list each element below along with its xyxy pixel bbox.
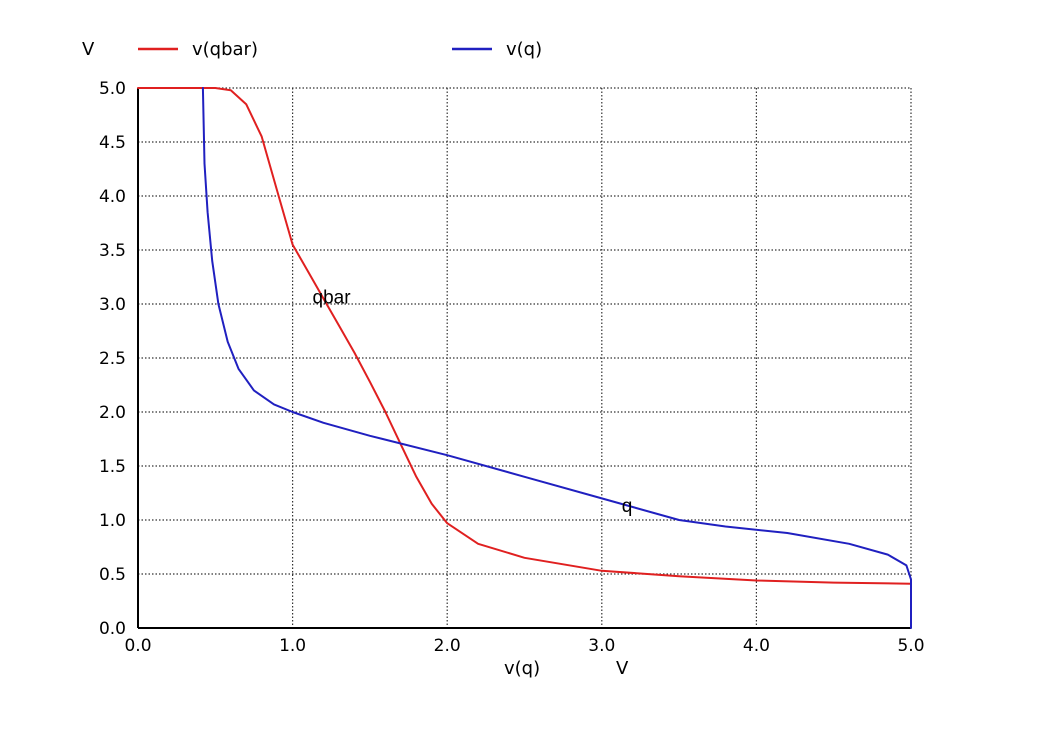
y-tick-label: 1.5 [99,457,126,477]
legend: v(qbar) v(q) [138,39,542,60]
legend-label: v(qbar) [192,39,258,60]
y-tick-label: 2.0 [99,403,126,423]
y-tick-label: 5.0 [99,79,126,99]
y-axis-unit: V [82,39,95,60]
annotations: qbar q [313,288,633,517]
legend-label: v(q) [506,39,542,60]
tick-labels: 0.0 1.0 2.0 3.0 4.0 5.0 0.0 0.5 1.0 1.5 2.0 2.5 3.0 3… [99,79,925,656]
y-tick-label: 4.0 [99,187,126,207]
y-tick-label: 4.5 [99,133,126,153]
series-lines [137,87,912,629]
y-tick-label: 3.5 [99,241,126,261]
y-tick-label: 2.5 [99,349,126,369]
x-axis-label: v(q) [504,658,540,679]
x-tick-label: 1.0 [279,636,306,656]
series-line-v-q [201,87,912,629]
annotation-label: qbar [313,288,352,309]
grid-lines [138,87,912,628]
x-tick-label: 0.0 [124,636,151,656]
annotation-label: q [622,496,633,517]
x-tick-label: 4.0 [743,636,770,656]
y-tick-label: 0.5 [99,565,126,585]
y-tick-label: 1.0 [99,511,126,531]
x-tick-label: 3.0 [588,636,615,656]
x-tick-label: 5.0 [897,636,924,656]
x-tick-label: 2.0 [434,636,461,656]
y-tick-label: 0.0 [99,619,126,639]
y-tick-label: 3.0 [99,295,126,315]
series-line-v-qbar [137,87,912,585]
axes [137,88,911,629]
x-axis-unit: V [616,658,629,679]
